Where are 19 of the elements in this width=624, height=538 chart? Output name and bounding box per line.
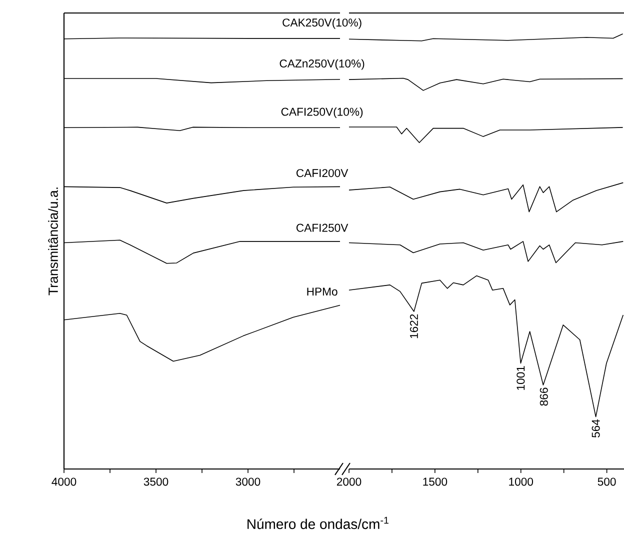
annotation: 866	[540, 388, 548, 406]
annotation: 564	[592, 419, 600, 438]
x-tick-label: 1000	[509, 478, 534, 486]
series-label: CAZn250V(10%)	[280, 59, 364, 70]
x-tick-label: 1500	[423, 478, 448, 486]
series-label: HPMo	[307, 288, 338, 296]
series-label: CAFI250V(10%)	[281, 107, 363, 118]
x-tick-label: 4000	[52, 478, 76, 486]
x-tick-label: 3500	[144, 478, 168, 486]
series-label: CAFI250V	[296, 224, 348, 232]
series-label: CAFI200V	[296, 169, 348, 178]
x-tick-label: 2000	[336, 478, 362, 486]
annotation: 1622	[410, 314, 418, 338]
x-axis-title: Número de ondas/cm$^{-1}$	[248, 516, 388, 530]
y-axis-title: Transmitância/u.a.	[48, 188, 58, 296]
x-tick-label: 500	[598, 478, 616, 486]
x-tick-label: 3000	[236, 478, 260, 486]
series-label: CAK250V(10%)	[282, 18, 362, 29]
annotation: 1001	[516, 366, 525, 390]
